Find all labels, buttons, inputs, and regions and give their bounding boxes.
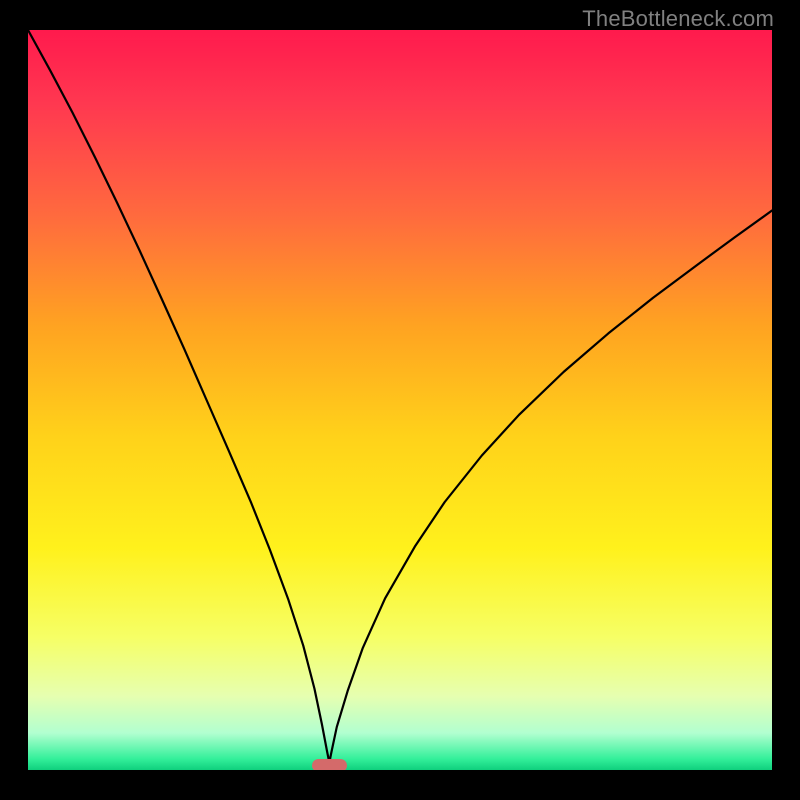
bottleneck-curve — [28, 30, 772, 763]
plot-area — [28, 30, 772, 770]
watermark-text: TheBottleneck.com — [582, 6, 774, 32]
optimum-marker — [312, 759, 347, 770]
bottleneck-curve-svg — [28, 30, 772, 770]
chart-frame: TheBottleneck.com — [0, 0, 800, 800]
